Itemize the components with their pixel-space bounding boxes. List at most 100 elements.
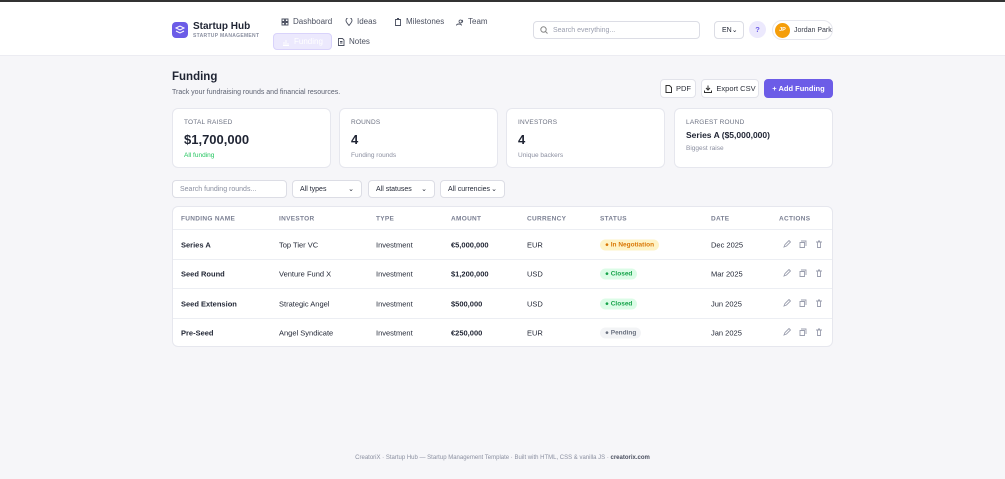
column-header: AMOUNT (451, 215, 482, 222)
icon (456, 19, 464, 26)
cell-text: Jun 2025 (711, 299, 742, 308)
nav-item[interactable]: Notes (329, 33, 378, 50)
row-action[interactable] (815, 269, 823, 279)
label: Export CSV (716, 84, 756, 93)
cell-text: USD (527, 299, 543, 308)
cell-text: €5,000,000 (451, 240, 489, 249)
filter-select[interactable]: All statuses ⌄ (368, 180, 435, 198)
cell-text: EUR (527, 328, 543, 338)
global-search[interactable]: Search everything... (533, 21, 700, 39)
language: EN (722, 26, 732, 34)
cell-text: EUR (527, 240, 543, 249)
funding-table: FUNDING NAME INVESTOR TYPE AMOUNT CURRENCY ST… (172, 206, 833, 347)
nav-item[interactable]: Milestones (386, 13, 452, 30)
nav-item[interactable]: Ideas (337, 13, 385, 30)
pdf-button[interactable]: PDF (660, 79, 696, 98)
cell-text: Investment (376, 269, 413, 279)
icon (816, 328, 822, 336)
row-action[interactable] (815, 240, 823, 250)
help-button[interactable]: ? (749, 21, 766, 38)
column-header: TYPE (376, 215, 395, 222)
row-action[interactable] (799, 240, 807, 250)
stat-note: Funding rounds (351, 152, 397, 159)
cell-text: USD (527, 269, 543, 279)
table-row: Series A Top Tier VC Investment €5,000,000 E… (173, 230, 832, 260)
cell-text: Investment (376, 240, 413, 249)
footer: CreatoriX · Startup Hub — Startup Manage… (0, 455, 1005, 461)
status-badge: ● Closed (600, 298, 638, 309)
header: Startup Hub STARTUP MANAGEMENT Dashboard… (0, 2, 1005, 56)
footer-link[interactable]: creatorix.com (610, 455, 650, 461)
stat-value: $1,700,000 (184, 132, 250, 147)
cell-text: Strategic Angel (279, 299, 330, 308)
language-select[interactable]: EN ⌄ (714, 21, 744, 39)
user-menu[interactable]: JP Jordan Park (772, 20, 833, 40)
icon (799, 299, 807, 307)
footer-text: CreatoriX · Startup Hub — Startup Manage… (355, 455, 609, 461)
row-action[interactable] (783, 298, 792, 309)
stat-card: LARGEST ROUND Series A ($5,000,000) Bigges… (674, 108, 833, 168)
stat-label: INVESTORS (518, 119, 558, 126)
funding-search[interactable]: Search funding rounds... (172, 180, 287, 198)
status-dot: ● (605, 241, 611, 248)
nav-label: Milestones (406, 17, 445, 26)
status-badge: ● Pending (600, 327, 642, 339)
status-badge: ● Closed (600, 268, 638, 280)
label: PDF (676, 84, 691, 93)
cell-text: €250,000 (451, 328, 483, 338)
cell-text: Mar 2025 (711, 269, 743, 279)
search-icon (540, 26, 548, 34)
filter-select[interactable]: All currencies ⌄ (440, 180, 505, 198)
row-action[interactable] (815, 299, 823, 309)
stat-label: ROUNDS (351, 119, 381, 126)
table-row: Seed Extension Strategic Angel Investment $… (173, 289, 832, 319)
funding-name: Seed Extension (181, 299, 237, 308)
icon (283, 39, 289, 46)
icon (665, 84, 672, 93)
column-header: INVESTOR (279, 215, 315, 222)
stat-note: Unique backers (518, 152, 564, 159)
nav-item[interactable]: Team (448, 13, 496, 30)
nav-item[interactable]: Funding (273, 33, 332, 50)
status-text: In Negotiation (610, 241, 655, 248)
table-row: Seed Round Venture Fund X Investment $1,200… (173, 260, 832, 289)
add-funding-button[interactable]: + Add Funding (764, 79, 833, 98)
icon (799, 240, 807, 248)
icon (345, 17, 353, 26)
nav-item[interactable]: Dashboard (273, 13, 340, 30)
row-action[interactable] (799, 299, 807, 309)
row-action[interactable] (783, 327, 792, 338)
row-action[interactable] (799, 328, 807, 338)
stat-note: All funding (184, 152, 215, 159)
caret: ⌄ (491, 186, 497, 193)
row-action[interactable] (783, 239, 792, 250)
column-header: STATUS (600, 215, 627, 222)
select-label: All statuses (376, 185, 412, 193)
stat-value: 4 (351, 132, 359, 147)
nav-label: Notes (349, 37, 370, 46)
icon (783, 268, 792, 277)
cell-text: $500,000 (451, 299, 483, 308)
top-bar (0, 0, 1005, 2)
status-text: Pending (610, 329, 637, 337)
filter-select[interactable]: All types ⌄ (292, 180, 362, 198)
stat-label: LARGEST ROUND (686, 119, 745, 126)
search-placeholder: Search everything... (553, 26, 616, 34)
tagline: STARTUP MANAGEMENT (193, 33, 260, 39)
icon (783, 298, 792, 307)
nav-label: Funding (294, 37, 323, 46)
icon (783, 239, 792, 248)
table-header: FUNDING NAME INVESTOR TYPE AMOUNT CURRENCY ST… (173, 207, 832, 230)
user-name: Jordan Park (794, 26, 832, 34)
cell-text: Angel Syndicate (279, 328, 334, 338)
export-button[interactable]: Export CSV (701, 79, 759, 98)
funding-name: Seed Round (181, 269, 225, 279)
status-dot: ● (605, 329, 611, 337)
brand: Startup Hub (193, 21, 251, 32)
row-action[interactable] (815, 328, 823, 338)
stat-card: INVESTORS 4 Unique backers (506, 108, 665, 168)
row-action[interactable] (783, 268, 792, 279)
select-label: All currencies (448, 185, 491, 193)
row-action[interactable] (799, 269, 807, 279)
